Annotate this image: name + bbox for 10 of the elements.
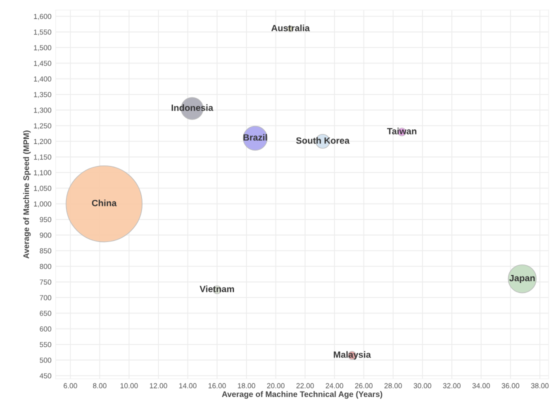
series-label: Australia [271,24,310,32]
series-label: Malaysia [334,351,371,360]
series-label: Taiwan [387,128,416,134]
series-label: Vietnam [200,286,234,292]
series-label: Brazil [244,134,267,141]
series-label: Japan [509,274,535,284]
series-label: China [92,200,117,206]
series-label: South Korea [296,137,350,144]
x-axis-title: Average of Machine Technical Age (Years) [222,391,382,399]
y-axis-title: Average of Machine Speed (MPM) [23,130,31,259]
